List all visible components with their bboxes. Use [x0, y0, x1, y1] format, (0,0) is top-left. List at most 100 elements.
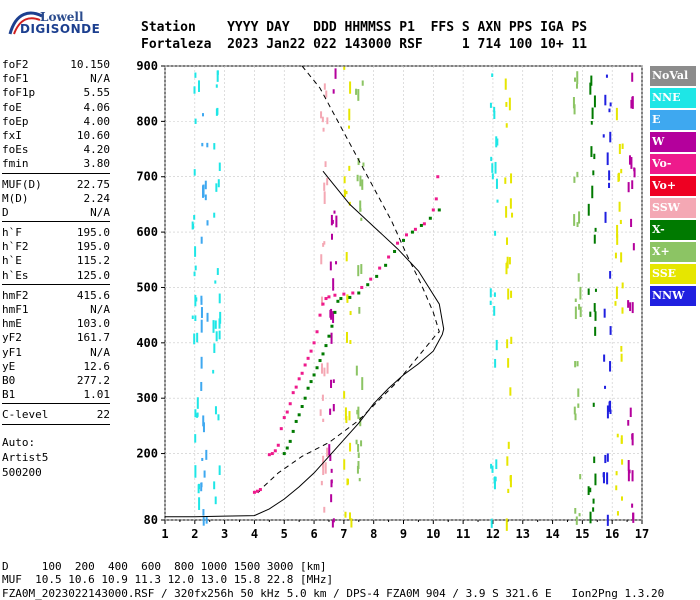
- param-value: 12.6: [83, 359, 111, 373]
- noise-mark: [573, 214, 576, 226]
- noise-mark: [323, 506, 326, 513]
- noise-mark: [616, 511, 619, 516]
- noise-mark: [493, 305, 496, 316]
- noise-mark: [574, 298, 577, 303]
- legend-entry: X-: [650, 220, 696, 240]
- noise-mark: [510, 336, 513, 345]
- noise-mark: [349, 81, 352, 94]
- noise-mark: [602, 134, 605, 138]
- noise-mark: [495, 339, 498, 351]
- noise-mark: [493, 476, 496, 490]
- noise-mark: [574, 361, 577, 368]
- noise-mark: [630, 218, 633, 228]
- param-row: h`F 195.0: [2, 226, 110, 240]
- noise-mark: [618, 201, 621, 212]
- noise-mark: [205, 516, 208, 524]
- noise-mark: [589, 511, 592, 524]
- noise-mark: [505, 262, 508, 275]
- noise-mark: [335, 261, 338, 265]
- param-value: 10.150: [70, 58, 110, 71]
- param-row: C-level 22: [2, 408, 110, 422]
- noise-mark: [509, 387, 512, 396]
- noise-mark: [505, 123, 508, 128]
- param-value: 5.55: [83, 86, 111, 100]
- noise-mark: [320, 111, 323, 119]
- noise-mark: [573, 406, 576, 415]
- O-trace-point: [378, 266, 382, 270]
- noise-mark: [606, 453, 609, 462]
- param-row: h`F2 195.0: [2, 240, 110, 254]
- param-row: foEs 4.20: [2, 143, 110, 157]
- noise-mark: [489, 288, 492, 298]
- X-trace-point: [282, 452, 286, 456]
- O-trace-point: [294, 385, 298, 389]
- noise-mark: [322, 418, 325, 422]
- noise-mark: [508, 257, 511, 265]
- X-trace-point: [327, 334, 331, 338]
- param-key: foF1p: [2, 86, 36, 100]
- noise-mark: [355, 439, 358, 445]
- noise-mark: [359, 208, 362, 212]
- noise-mark: [606, 152, 609, 166]
- param-row: D N/A: [2, 206, 110, 220]
- noise-mark: [196, 397, 199, 409]
- noise-mark: [193, 214, 196, 220]
- noise-mark: [357, 89, 360, 101]
- noise-mark: [491, 73, 494, 77]
- X-trace-point: [336, 299, 340, 303]
- O-trace-point: [321, 302, 325, 306]
- noise-mark: [620, 252, 623, 263]
- noise-mark: [494, 161, 497, 174]
- noise-mark: [590, 121, 593, 125]
- noise-mark: [323, 83, 326, 90]
- noise-mark: [510, 290, 513, 298]
- noise-mark: [574, 507, 577, 514]
- param-key: h`F2: [2, 240, 29, 254]
- noise-mark: [322, 463, 325, 476]
- noise-mark: [495, 178, 498, 189]
- param-value: 195.0: [76, 240, 110, 254]
- noise-mark: [202, 415, 205, 427]
- param-value: 10.60: [76, 128, 110, 142]
- noise-mark: [496, 138, 499, 146]
- O-trace-point: [282, 416, 286, 420]
- X-trace-point: [357, 291, 361, 295]
- noise-mark: [349, 340, 352, 344]
- noise-mark: [616, 224, 619, 238]
- auto-line2: Artist5: [2, 450, 49, 464]
- noise-mark: [572, 97, 575, 109]
- x-tick-label: 3: [221, 527, 228, 541]
- noise-mark: [320, 296, 323, 306]
- noise-mark: [620, 435, 623, 444]
- noise-mark: [631, 503, 634, 508]
- noise-mark: [603, 308, 606, 318]
- noise-mark: [330, 479, 333, 488]
- noise-mark: [355, 365, 358, 376]
- noise-mark: [321, 116, 324, 123]
- noise-mark: [505, 206, 508, 218]
- noise-mark: [216, 70, 219, 75]
- noise-mark: [589, 82, 592, 95]
- noise-mark: [329, 261, 332, 271]
- noise-mark: [633, 168, 636, 178]
- O-trace-point: [369, 277, 373, 281]
- noise-mark: [608, 170, 611, 181]
- param-row: foF2 10.150: [2, 58, 110, 72]
- noise-mark: [348, 108, 351, 121]
- noise-mark: [194, 294, 197, 307]
- noise-mark: [324, 462, 327, 474]
- noise-mark: [627, 419, 630, 426]
- param-value: N/A: [90, 205, 110, 219]
- noise-mark: [629, 407, 632, 418]
- noise-mark: [360, 440, 363, 447]
- param-value: N/A: [90, 72, 110, 86]
- X-trace-point: [324, 344, 328, 348]
- O-trace-point: [434, 197, 438, 201]
- noise-mark: [609, 400, 612, 411]
- noise-mark: [196, 412, 199, 417]
- noise-mark: [191, 315, 194, 320]
- noise-mark: [594, 473, 597, 486]
- noise-mark: [330, 308, 333, 320]
- noise-mark: [334, 68, 337, 79]
